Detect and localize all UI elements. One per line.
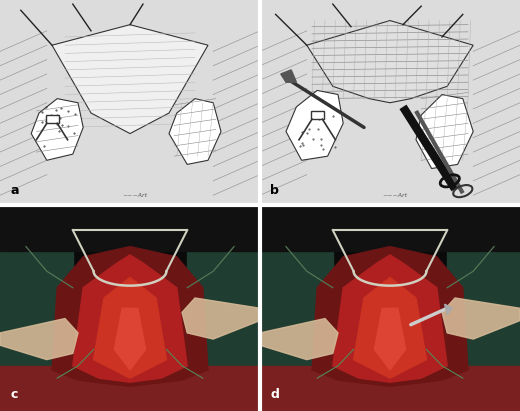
Polygon shape [281, 70, 296, 82]
Polygon shape [52, 247, 208, 386]
Text: a: a [10, 184, 19, 197]
Polygon shape [354, 277, 426, 378]
Polygon shape [169, 99, 221, 164]
Polygon shape [416, 95, 473, 169]
Polygon shape [374, 308, 406, 370]
Polygon shape [31, 99, 83, 160]
Polygon shape [307, 21, 473, 103]
Polygon shape [312, 247, 468, 386]
Polygon shape [73, 255, 187, 382]
Text: ~~~Art: ~~~Art [383, 193, 408, 198]
Polygon shape [0, 319, 78, 360]
Polygon shape [311, 111, 323, 119]
Polygon shape [0, 206, 260, 251]
Polygon shape [260, 366, 520, 411]
Text: ~~~Art: ~~~Art [123, 193, 148, 198]
Text: c: c [10, 388, 18, 401]
Polygon shape [94, 277, 166, 378]
Polygon shape [0, 366, 260, 411]
Polygon shape [260, 319, 338, 360]
Polygon shape [52, 25, 208, 134]
Polygon shape [442, 298, 520, 339]
Polygon shape [286, 90, 343, 160]
Polygon shape [445, 304, 452, 314]
Polygon shape [260, 206, 520, 251]
Text: d: d [270, 388, 279, 401]
Polygon shape [260, 206, 333, 411]
Polygon shape [187, 206, 260, 411]
Text: b: b [270, 184, 279, 197]
Polygon shape [0, 206, 73, 411]
Polygon shape [46, 115, 58, 123]
Polygon shape [182, 298, 260, 339]
Polygon shape [447, 206, 520, 411]
Polygon shape [114, 308, 146, 370]
Polygon shape [333, 255, 447, 382]
